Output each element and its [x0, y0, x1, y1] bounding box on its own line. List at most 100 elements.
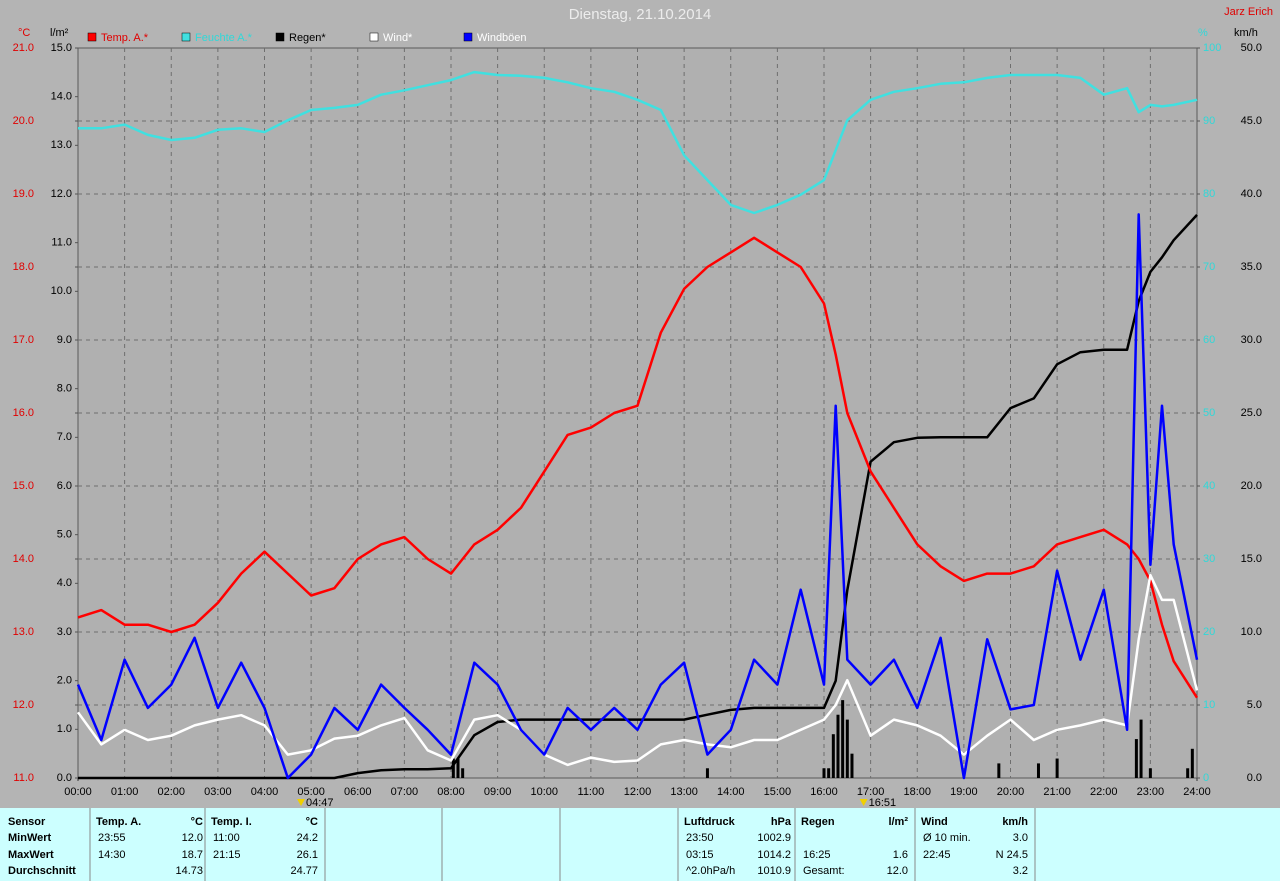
x-tick-label: 08:00 — [437, 786, 465, 798]
row-label: MaxWert — [8, 849, 54, 861]
y-tick-label: 90 — [1203, 115, 1215, 127]
group-unit: °C — [191, 816, 203, 828]
x-tick-label: 24:00 — [1183, 786, 1211, 798]
cell-label: Gesamt: — [803, 865, 845, 877]
y-tick-label: 6.0 — [57, 480, 72, 492]
y-tick-label: 13.0 — [13, 626, 34, 638]
x-tick-label: 14:00 — [717, 786, 745, 798]
y-tick-label: 0.0 — [57, 772, 72, 784]
author: Jarz Erich — [1224, 6, 1273, 18]
rain-bar — [1036, 763, 1040, 778]
y-tick-label: 30 — [1203, 553, 1215, 565]
legend-swatch — [181, 32, 191, 42]
x-tick-label: 01:00 — [111, 786, 139, 798]
x-tick-label: 10:00 — [530, 786, 558, 798]
cell-label: 11:00 — [213, 832, 240, 844]
y-tick-label: 15.0 — [51, 42, 72, 54]
x-tick-label: 02:00 — [157, 786, 185, 798]
rain-bar — [822, 768, 826, 778]
group-header: Regen — [801, 816, 835, 828]
series-line — [78, 70, 1198, 215]
cell-label: 22:45 — [923, 849, 951, 861]
group-unit: km/h — [1002, 816, 1028, 828]
y-tick-label: 10.0 — [1241, 626, 1262, 638]
y-tick-label: 30.0 — [1241, 334, 1262, 346]
legend-label: Wind* — [383, 32, 413, 44]
cell-label: Ø 10 min. — [923, 832, 971, 844]
cell-value: 3.0 — [1013, 832, 1028, 844]
x-tick-label: 19:00 — [950, 786, 978, 798]
y-tick-label: 60 — [1203, 334, 1215, 346]
y-tick-label: 10.0 — [51, 285, 72, 297]
legend-label: Feuchte A.* — [195, 32, 253, 44]
y-tick-label: 15.0 — [1241, 553, 1262, 565]
legend-swatch — [369, 32, 379, 42]
rain-bar — [831, 734, 835, 778]
y-tick-label: 40 — [1203, 480, 1215, 492]
cell-label: 23:55 — [98, 832, 126, 844]
row-label: MinWert — [8, 832, 52, 844]
stats-table — [0, 808, 1280, 881]
y-tick-label: 18.0 — [13, 261, 34, 273]
cell-label: 23:50 — [686, 832, 714, 844]
x-tick-label: 17:00 — [857, 786, 885, 798]
legend-label: Windböen — [477, 32, 527, 44]
y-tick-label: 50.0 — [1241, 42, 1262, 54]
y4-axis-unit: km/h — [1234, 27, 1258, 39]
y-tick-label: 25.0 — [1241, 407, 1262, 419]
y-tick-label: 4.0 — [57, 577, 72, 589]
marker-label: 16:51 — [869, 797, 897, 809]
y-tick-label: 17.0 — [13, 334, 34, 346]
series-line — [77, 236, 1199, 699]
y-tick-label: 50 — [1203, 407, 1215, 419]
rain-bar — [705, 768, 709, 778]
group-header: Wind — [921, 816, 948, 828]
x-tick-label: 09:00 — [484, 786, 512, 798]
group-unit: l/m² — [888, 816, 908, 828]
cell-value: 24.2 — [297, 832, 318, 844]
rain-bar — [1134, 739, 1138, 778]
plot-area — [77, 47, 1198, 779]
cell-label: 14:30 — [98, 849, 126, 861]
legend-label: Regen* — [289, 32, 326, 44]
x-tick-label: 03:00 — [204, 786, 232, 798]
sun-marker — [859, 799, 868, 806]
group-unit: °C — [306, 816, 318, 828]
y-tick-label: 3.0 — [57, 626, 72, 638]
cell-value: N 24.5 — [996, 849, 1028, 861]
group-header: Temp. I. — [211, 816, 252, 828]
cell-value: 18.7 — [182, 849, 203, 861]
cell-value: 24.77 — [290, 865, 318, 877]
cell-label: 21:15 — [213, 849, 241, 861]
y2-axis-unit: l/m² — [50, 27, 69, 39]
legend-swatch — [275, 32, 285, 42]
cell-value: 12.0 — [182, 832, 203, 844]
legend-swatch — [87, 32, 97, 42]
y-tick-label: 1.0 — [57, 723, 72, 735]
group-header: Luftdruck — [684, 816, 736, 828]
y-tick-label: 100 — [1203, 42, 1221, 54]
y-axis-unit: °C — [18, 27, 30, 39]
x-tick-label: 07:00 — [391, 786, 419, 798]
rain-bar — [827, 768, 831, 778]
y-tick-label: 5.0 — [57, 529, 72, 541]
group-unit: hPa — [771, 816, 792, 828]
cell-value: 1.6 — [893, 849, 908, 861]
rain-bar — [836, 714, 840, 778]
y-tick-label: 20.0 — [1241, 480, 1262, 492]
rain-bar — [841, 700, 845, 778]
y-tick-label: 20 — [1203, 626, 1215, 638]
rain-bar — [456, 758, 460, 778]
y-tick-label: 0 — [1203, 772, 1209, 784]
legend-label: Temp. A.* — [101, 32, 149, 44]
x-tick-label: 15:00 — [764, 786, 792, 798]
x-tick-label: 06:00 — [344, 786, 372, 798]
y-tick-label: 0.0 — [1247, 772, 1262, 784]
y-tick-label: 12.0 — [13, 699, 34, 711]
x-tick-label: 23:00 — [1137, 786, 1165, 798]
cell-value: 26.1 — [297, 849, 318, 861]
rain-bar — [1148, 768, 1152, 778]
y-tick-label: 12.0 — [51, 188, 72, 200]
cell-label: ^2.0hPa/h — [686, 865, 735, 877]
